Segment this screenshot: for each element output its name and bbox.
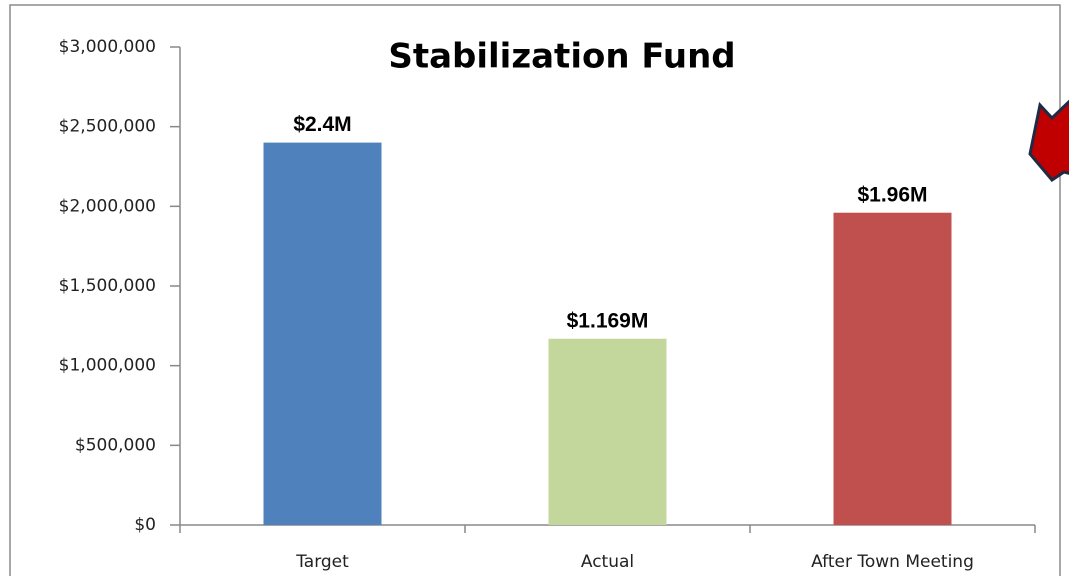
bar [548,338,667,525]
y-tick-label: $1,500,000 [59,276,156,296]
y-tick-label: $500,000 [75,435,156,455]
value-label: $1.96M [857,183,927,206]
y-tick-label: $3,000,000 [59,37,156,57]
chart-title: Stabilization Fund [388,37,735,77]
y-tick-label: $0 [134,515,156,535]
x-tick-label: Actual [581,552,634,572]
arrow [1028,99,1069,182]
x-tick-label: Target [295,552,349,572]
y-tick-label: $2,000,000 [59,196,156,216]
y-tick-label: $1,000,000 [59,356,156,376]
bar [833,212,952,525]
bar [263,142,382,525]
x-tick-label: After Town Meeting [811,552,974,572]
value-label: $2.4M [293,113,351,136]
y-tick-label: $2,500,000 [59,117,156,137]
value-label: $1.169M [567,309,649,332]
